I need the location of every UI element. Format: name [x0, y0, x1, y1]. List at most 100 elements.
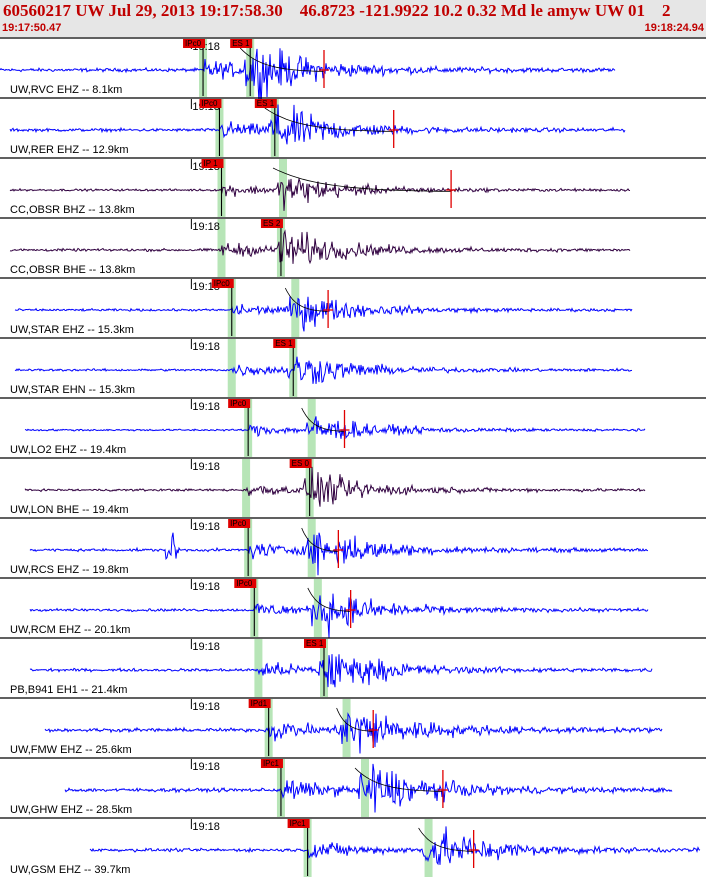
- waveform-11: [44, 712, 663, 754]
- trace-13: 19:18 IPc1 UW,GSM EHZ -- 39.7km: [0, 817, 706, 877]
- p-pick-flag[interactable]: [287, 819, 310, 828]
- p-pick-label: IPc0: [214, 279, 231, 288]
- minute-label: 19:18: [192, 641, 220, 653]
- s-pick-flag[interactable]: [289, 459, 312, 468]
- waveform-7: [24, 466, 646, 507]
- minute-label: 19:18: [192, 341, 220, 353]
- p-pick-flag[interactable]: [234, 579, 257, 588]
- s-pick-flag[interactable]: [260, 219, 283, 228]
- p-phase-band: [227, 339, 236, 397]
- p-pick-flag[interactable]: [201, 159, 224, 168]
- s-pick-flag[interactable]: [304, 639, 326, 648]
- coda-curve: [284, 287, 329, 312]
- waveform-12: [64, 763, 673, 813]
- coda-curve: [354, 767, 443, 792]
- s-phase-band: [424, 819, 433, 877]
- station-label: UW,STAR EHN -- 15.3km: [10, 384, 135, 396]
- station-label: CC,OBSR BHZ -- 13.8km: [10, 204, 135, 216]
- minute-label: 19:18: [192, 701, 220, 713]
- p-pick-label: IPc0: [230, 399, 247, 408]
- s-pick-label: ES 1: [232, 39, 250, 48]
- p-pick-label: IPc0: [185, 39, 202, 48]
- s-pick-label: ES 1: [257, 99, 275, 108]
- coda-curve: [301, 527, 339, 552]
- s-pick-label: ES 1: [306, 639, 324, 648]
- s-pick-flag[interactable]: [273, 339, 296, 348]
- waveform-13: [89, 826, 701, 866]
- waveform-1: [9, 104, 626, 145]
- minute-label: 19:18: [192, 821, 220, 833]
- p-pick-flag[interactable]: [228, 399, 251, 408]
- trace-5: 19:18 ES 1 UW,STAR EHN -- 15.3km: [0, 337, 706, 397]
- waveform-5: [14, 356, 633, 384]
- trace-6: 19:18 IPc0 UW,LO2 EHZ -- 19.4km: [0, 397, 706, 457]
- waveform-9: [29, 593, 649, 638]
- minute-label: 19:18: [192, 581, 220, 593]
- station-label: UW,RCS EHZ -- 19.8km: [10, 564, 129, 576]
- p-pick-label: IPc0: [201, 99, 218, 108]
- p-phase-band: [242, 459, 251, 517]
- coda-curve: [336, 707, 374, 732]
- station-label: UW,RCM EHZ -- 20.1km: [10, 624, 130, 636]
- waveform-2: [9, 177, 631, 211]
- waveform-3: [9, 229, 631, 265]
- coda-curve: [264, 107, 394, 132]
- station-label: CC,OBSR BHE -- 13.8km: [10, 264, 135, 276]
- s-phase-band: [313, 579, 322, 637]
- p-pick-flag[interactable]: [228, 519, 251, 528]
- station-label: UW,STAR EHZ -- 15.3km: [10, 324, 134, 336]
- p-pick-flag[interactable]: [199, 99, 222, 108]
- coda-curve: [301, 407, 345, 432]
- s-pick-label: ES 0: [292, 459, 310, 468]
- trace-12: 19:18 IPc1 UW,GHW EHZ -- 28.5km: [0, 757, 706, 817]
- p-pick-label: IPc0: [236, 579, 253, 588]
- trace-7: 19:18 ES 0 UW,LON BHE -- 19.4km: [0, 457, 706, 517]
- minute-label: 19:18: [192, 221, 220, 233]
- p-pick-label: IPc1: [290, 819, 307, 828]
- trace-8: 19:18 IPc0 UW,RCS EHZ -- 19.8km: [0, 517, 706, 577]
- s-phase-band: [307, 519, 316, 577]
- p-phase-band: [254, 639, 263, 697]
- event-title: 60560217 UW Jul 29, 2013 19:17:58.30 46.…: [3, 1, 671, 20]
- minute-label: 19:18: [192, 761, 220, 773]
- station-label: UW,GHW EHZ -- 28.5km: [10, 804, 132, 816]
- station-label: UW,FMW EHZ -- 25.6km: [10, 744, 132, 756]
- station-label: UW,GSM EHZ -- 39.7km: [10, 864, 130, 876]
- p-pick-flag[interactable]: [260, 759, 283, 768]
- trace-3: 19:18 ES 2 CC,OBSR BHE -- 13.8km: [0, 217, 706, 277]
- trace-10: 19:18 ES 1 PB,B941 EH1 -- 21.4km: [0, 637, 706, 697]
- station-label: PB,B941 EH1 -- 21.4km: [10, 684, 127, 696]
- waveform-10: [29, 654, 653, 688]
- station-label: UW,LO2 EHZ -- 19.4km: [10, 444, 126, 456]
- station-label: UW,RER EHZ -- 12.9km: [10, 144, 129, 156]
- p-pick-label: IPc1: [263, 759, 280, 768]
- p-pick-flag[interactable]: [183, 39, 206, 48]
- coda-curve: [307, 587, 351, 612]
- station-label: UW,LON BHE -- 19.4km: [10, 504, 129, 516]
- s-pick-label: ES 1: [275, 339, 293, 348]
- time-start: 19:17:50.47: [2, 22, 62, 34]
- p-pick-flag[interactable]: [211, 279, 234, 288]
- p-pick-flag[interactable]: [248, 699, 271, 708]
- minute-label: 19:18: [192, 521, 220, 533]
- station-label: UW,RVC EHZ -- 8.1km: [10, 84, 122, 96]
- waveform-0: [0, 48, 616, 109]
- waveform-6: [24, 416, 646, 440]
- coda-curve: [272, 167, 452, 192]
- event-header: 60560217 UW Jul 29, 2013 19:17:58.30 46.…: [0, 0, 706, 37]
- s-phase-band: [361, 759, 369, 817]
- minute-label: 19:18: [192, 401, 220, 413]
- p-pick-label: IPd1: [251, 699, 268, 708]
- coda-curve: [239, 47, 324, 72]
- time-end: 19:18:24.94: [644, 22, 704, 34]
- s-pick-flag[interactable]: [254, 99, 277, 108]
- s-pick-flag[interactable]: [230, 39, 253, 48]
- waveform-panel: 19:18 IPc0 ES 1 UW,RVC EHZ -- 8.1km 19:18 IPc…: [0, 37, 706, 877]
- p-pick-label: IPc0: [230, 519, 247, 528]
- p-pick-label: IP 1: [204, 159, 219, 168]
